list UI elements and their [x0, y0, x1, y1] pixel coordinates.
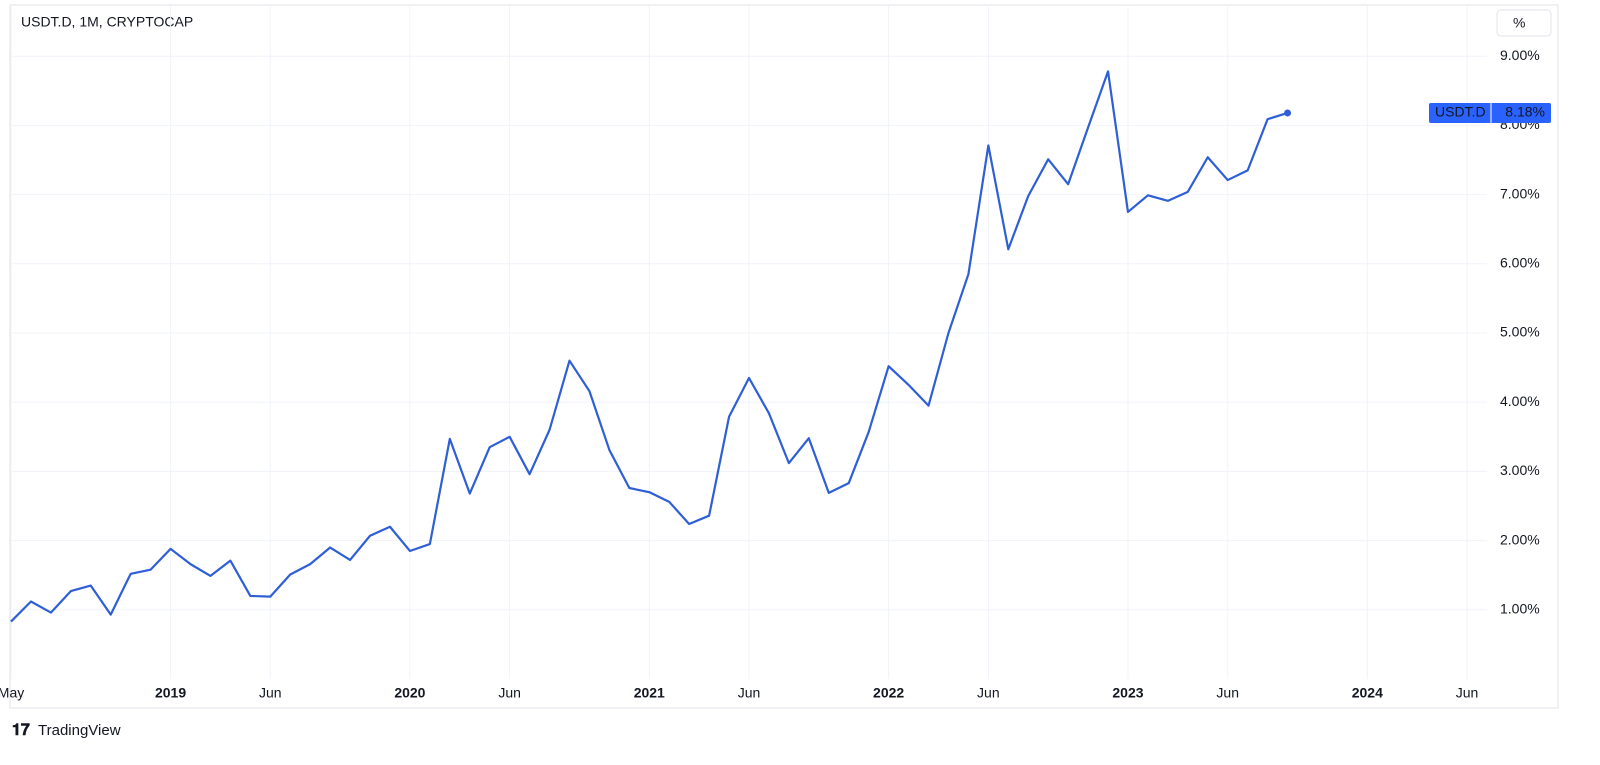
y-tick-label: 2.00%	[1500, 531, 1540, 547]
x-tick-label: 2019	[155, 685, 186, 701]
chart-frame	[9, 4, 1559, 709]
x-tick-label: 2020	[394, 685, 425, 701]
x-tick-label: May	[0, 685, 24, 701]
last-point	[1284, 109, 1292, 117]
y-tick-label: 1.00%	[1500, 601, 1540, 617]
y-tick-label: 3.00%	[1500, 462, 1540, 478]
brand-name: TradingView	[38, 722, 121, 739]
y-tick-label: 4.00%	[1500, 393, 1540, 409]
price-label-name: USDT.D	[1435, 104, 1486, 120]
x-tick-label: Jun	[977, 685, 1000, 701]
brand-logo: 𝟏𝟕	[12, 722, 30, 739]
x-tick-label: Jun	[1456, 685, 1479, 701]
x-tick-label: 2023	[1112, 685, 1143, 701]
series-line	[10, 70, 1288, 623]
unit-button[interactable]	[1496, 9, 1552, 37]
y-tick-label: 7.00%	[1500, 185, 1540, 201]
price-label-value: 8.18%	[1505, 104, 1545, 120]
y-tick-label: 9.00%	[1500, 47, 1540, 63]
unit-button-label[interactable]: %	[1513, 15, 1525, 31]
y-tick-label: 5.00%	[1500, 324, 1540, 340]
y-tick-label: 6.00%	[1500, 255, 1540, 271]
x-tick-label: 2022	[873, 685, 904, 701]
chart-title: USDT.D, 1M, CRYPTOCAP	[21, 14, 193, 30]
x-tick-label: Jun	[738, 685, 761, 701]
price-label-bg	[1429, 102, 1551, 123]
x-tick-label: 2021	[634, 685, 665, 701]
x-tick-label: 2024	[1352, 685, 1383, 701]
x-tick-label: Jun	[498, 685, 521, 701]
x-tick-label: Jun	[1216, 685, 1239, 701]
x-tick-label: Jun	[259, 685, 282, 701]
